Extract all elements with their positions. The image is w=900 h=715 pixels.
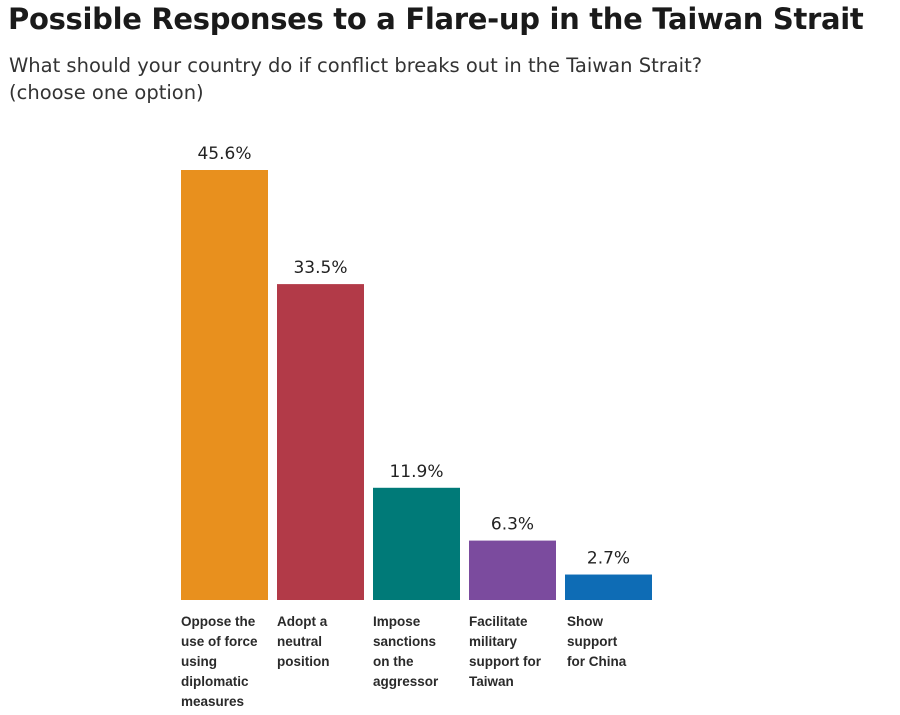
category-label-military-support: Facilitate military support for Taiwan — [469, 614, 541, 689]
value-label-4: 6.3% — [491, 515, 534, 535]
bar-3 — [373, 487, 460, 600]
value-label-3: 11.9% — [389, 462, 443, 482]
bar-5 — [565, 574, 652, 600]
value-label-2: 33.5% — [293, 258, 347, 278]
chart-subtitle: What should your country do if conflict … — [9, 52, 769, 106]
chart-title: Possible Responses to a Flare-up in the … — [8, 2, 864, 36]
subtitle-question: What should your country do if conflict … — [9, 54, 703, 77]
category-label-oppose-force: Oppose the use of force using diplomatic… — [181, 614, 258, 709]
bar-1 — [181, 170, 268, 600]
bar-4 — [469, 540, 556, 600]
category-label-neutral: Adopt a neutral position — [277, 614, 330, 669]
category-label-support-china: Show support for China — [567, 614, 627, 669]
subtitle-instruction: (choose one option) — [9, 81, 204, 104]
bar-2 — [277, 284, 364, 600]
value-label-1: 45.6% — [197, 144, 251, 164]
category-label-sanctions: Impose sanctions on the aggressor — [373, 614, 439, 689]
value-label-5: 2.7% — [587, 549, 630, 569]
